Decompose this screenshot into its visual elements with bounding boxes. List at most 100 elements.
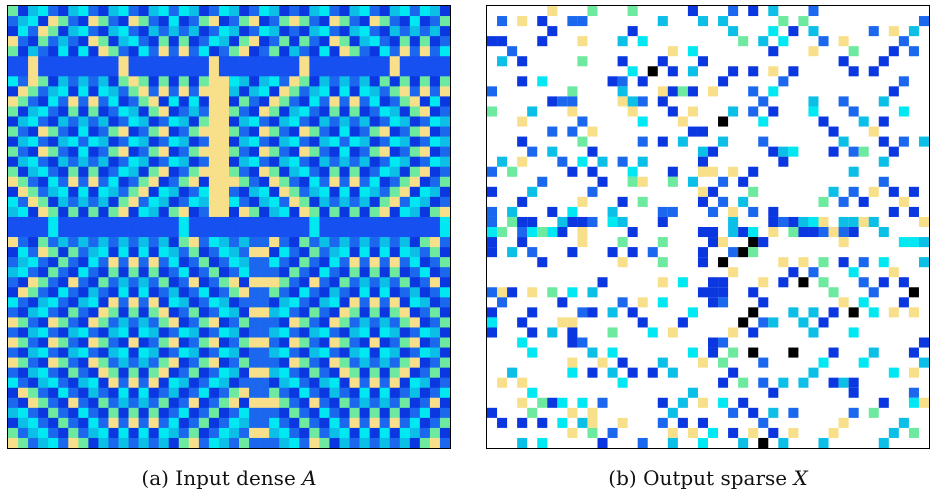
dense-cell (289, 46, 300, 57)
dense-cell (399, 66, 411, 77)
sparse-cell (848, 307, 859, 318)
dense-cell (339, 427, 350, 439)
dense-cell (68, 307, 79, 318)
sparse-cell (748, 407, 759, 418)
dense-cell (48, 257, 59, 268)
sparse-cell (828, 377, 839, 388)
dense-cell (269, 277, 280, 288)
dense-cell (218, 417, 230, 429)
dense-cell (439, 247, 450, 258)
dense-cell (359, 367, 370, 378)
dense-cell (409, 86, 421, 97)
dense-cell (78, 206, 89, 218)
dense-cell (359, 106, 370, 117)
dense-cell (369, 307, 380, 318)
dense-cell (269, 66, 280, 77)
sparse-cell (627, 227, 638, 238)
dense-cell (229, 327, 240, 338)
dense-cell (8, 417, 19, 429)
dense-cell (88, 86, 99, 97)
dense-cell (208, 86, 220, 97)
dense-cell (48, 216, 59, 228)
dense-cell (158, 407, 170, 419)
dense-cell (158, 146, 170, 157)
dense-cell (128, 126, 139, 137)
sparse-cell (768, 427, 779, 438)
dense-cell (419, 277, 431, 288)
dense-cell (349, 36, 360, 47)
dense-cell (259, 186, 270, 198)
dense-cell (28, 166, 39, 178)
sparse-cell (517, 237, 528, 248)
dense-cell (379, 206, 391, 218)
dense-cell (28, 347, 39, 358)
dense-cell (429, 357, 441, 368)
dense-cell (188, 277, 200, 288)
sparse-cell (888, 186, 899, 197)
sparse-cell (527, 146, 538, 157)
dense-cell (158, 96, 170, 107)
dense-cell (379, 186, 391, 198)
dense-cell (309, 216, 320, 228)
dense-cell (218, 216, 230, 228)
dense-cell (188, 156, 200, 168)
dense-cell (379, 287, 391, 298)
dense-cell (379, 267, 391, 278)
dense-cell (8, 267, 19, 278)
dense-cell (329, 56, 340, 67)
sparse-cell (497, 417, 508, 428)
dense-cell (118, 387, 129, 399)
dense-cell (269, 297, 280, 308)
sparse-cell (577, 237, 588, 248)
dense-cell (239, 96, 250, 107)
dense-cell (78, 6, 89, 17)
sparse-cell (858, 196, 869, 207)
dense-cell (128, 277, 139, 288)
dense-cell (188, 247, 200, 258)
dense-cell (409, 247, 421, 258)
sparse-cell (567, 407, 578, 418)
dense-cell (138, 257, 149, 268)
dense-cell (439, 166, 450, 178)
dense-cell (279, 186, 290, 198)
sparse-cell (808, 367, 819, 378)
dense-cell (178, 257, 190, 268)
dense-cell (178, 156, 190, 168)
dense-cell (168, 26, 180, 37)
dense-cell (88, 186, 99, 198)
sparse-cell (918, 337, 929, 348)
dense-cell (299, 367, 310, 378)
dense-cell (429, 16, 441, 27)
dense-cell (198, 287, 210, 298)
sparse-cell (567, 126, 578, 137)
sparse-cell (667, 166, 678, 177)
dense-cell (359, 196, 370, 208)
sparse-cell (918, 16, 929, 27)
dense-cell (429, 196, 441, 208)
dense-cell (168, 66, 180, 77)
sparse-cell (758, 417, 769, 428)
sparse-cell (677, 86, 688, 97)
dense-cell (259, 96, 270, 107)
sparse-cell (768, 86, 779, 97)
dense-cell (18, 36, 29, 47)
sparse-cell (878, 136, 889, 147)
dense-cell (148, 196, 159, 208)
dense-cell (409, 237, 421, 248)
dense-cell (68, 327, 79, 338)
dense-cell (339, 297, 350, 308)
dense-cell (98, 46, 109, 57)
dense-cell (329, 66, 340, 77)
dense-cell (279, 126, 290, 137)
dense-cell (178, 86, 190, 97)
dense-cell (8, 327, 19, 338)
dense-cell (8, 116, 19, 127)
sparse-cell (697, 287, 708, 298)
dense-cell (389, 267, 401, 278)
dense-cell (349, 96, 360, 107)
sparse-cell (527, 407, 538, 418)
dense-cell (239, 227, 250, 238)
dense-cell (128, 206, 139, 218)
dense-cell (369, 106, 380, 117)
dense-cell (299, 176, 310, 188)
